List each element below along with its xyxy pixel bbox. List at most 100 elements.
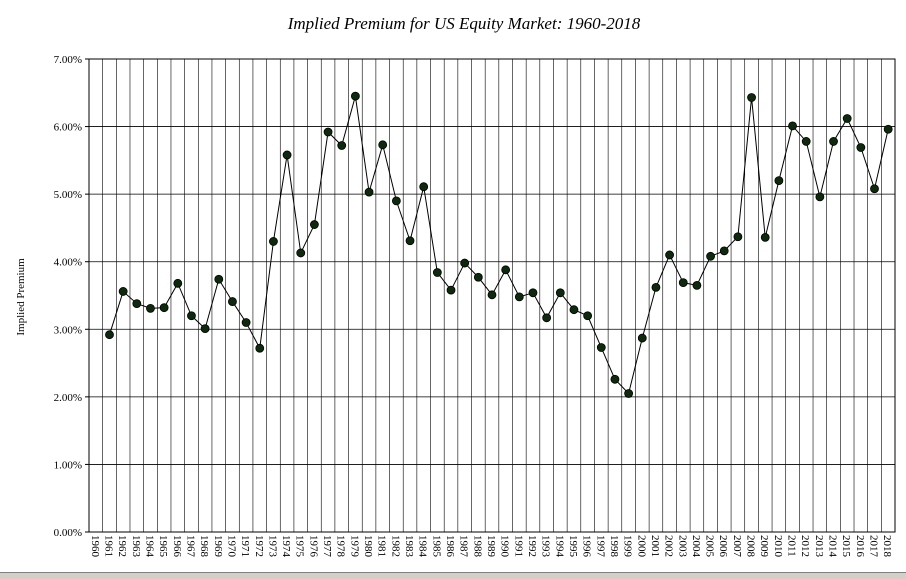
data-point-marker: [200, 324, 210, 334]
x-tick-label: 1989: [485, 535, 497, 558]
x-tick-label: 1991: [512, 535, 524, 557]
data-point-marker: [446, 285, 456, 295]
data-point-marker: [719, 246, 729, 256]
x-tick-label: 1997: [594, 535, 606, 558]
data-point-marker: [555, 288, 565, 298]
data-point-marker: [678, 278, 688, 288]
data-point-marker: [146, 303, 155, 313]
x-tick-label: 1978: [335, 535, 347, 558]
data-point-marker: [214, 274, 224, 284]
data-point-marker: [815, 192, 825, 202]
x-tick-label: 1971: [239, 535, 251, 557]
x-tick-label: 1969: [212, 535, 224, 558]
x-tick-label: 2011: [786, 535, 798, 557]
data-point-marker: [774, 176, 784, 186]
x-tick-label: 2006: [717, 535, 729, 558]
data-point-marker: [460, 258, 470, 268]
data-point-marker: [118, 287, 128, 296]
x-tick-label: 2007: [731, 535, 743, 558]
data-point-marker: [842, 114, 852, 123]
x-tick-label: 1982: [389, 535, 401, 557]
x-tick-label: 1990: [499, 535, 511, 558]
data-point-marker: [856, 143, 866, 152]
x-tick-label: 2017: [868, 535, 880, 558]
data-point-marker: [432, 268, 442, 277]
x-tick-label: 2009: [758, 535, 770, 558]
x-tick-label: 2003: [676, 535, 688, 558]
data-point-marker: [364, 187, 374, 197]
data-point-marker: [473, 272, 483, 282]
data-point-marker: [105, 330, 114, 340]
data-point-marker: [801, 137, 811, 146]
data-point-marker: [487, 290, 497, 300]
data-point-marker: [596, 343, 606, 352]
x-tick-label: 2001: [649, 535, 661, 557]
x-tick-label: 2000: [635, 535, 647, 558]
x-tick-label: 2016: [854, 535, 866, 558]
data-point-marker: [323, 127, 333, 137]
x-tick-label: 1975: [294, 535, 306, 558]
y-tick-label: 4.00%: [54, 257, 82, 269]
data-point-marker: [637, 333, 647, 343]
data-point-marker: [405, 236, 415, 246]
data-point-marker: [419, 182, 429, 192]
x-tick-label: 1998: [608, 535, 620, 558]
chart-title: Implied Premium for US Equity Market: 19…: [287, 14, 641, 33]
x-tick-label: 1992: [526, 535, 538, 557]
x-tick-label: 1979: [348, 535, 360, 558]
data-point-marker: [132, 299, 142, 309]
data-point-marker: [337, 141, 347, 150]
x-tick-label: 1964: [143, 535, 155, 558]
x-tick-label: 1976: [307, 535, 319, 558]
data-point-marker: [760, 232, 770, 242]
x-tick-label: 1977: [321, 535, 333, 558]
x-tick-label: 1962: [116, 535, 128, 557]
x-tick-label: 2015: [840, 535, 852, 558]
x-tick-label: 1967: [184, 535, 196, 558]
y-tick-label: 1.00%: [54, 459, 82, 471]
x-tick-label: 1999: [622, 535, 634, 558]
x-tick-label: 1960: [89, 535, 101, 558]
x-tick-label: 2012: [799, 535, 811, 557]
sheet-tab-bar[interactable]: [0, 572, 906, 579]
data-point-marker: [665, 250, 674, 260]
data-point-marker: [241, 318, 251, 327]
x-tick-label: 1983: [403, 535, 415, 558]
x-tick-label: 1972: [253, 535, 265, 557]
x-tick-label: 1965: [157, 535, 169, 558]
data-point-marker: [159, 303, 169, 313]
x-tick-label: 1987: [458, 535, 470, 558]
grid-lines: [89, 58, 895, 533]
x-tick-label: 2004: [690, 535, 702, 558]
x-tick-label: 2014: [827, 535, 839, 558]
data-point-marker: [829, 137, 838, 146]
x-tick-label: 1995: [567, 535, 579, 558]
data-point-marker: [173, 278, 183, 288]
data-point-marker: [733, 232, 743, 242]
series-polyline: [109, 96, 889, 395]
x-tick-label: 1961: [102, 535, 114, 557]
series-line: [109, 96, 889, 395]
data-point-marker: [747, 93, 756, 102]
x-tick-label: 1980: [362, 535, 374, 558]
x-tick-label: 1973: [266, 535, 278, 558]
x-axis-ticks: 1960 1961 1962 1963 1964 1965 1966 1967 1968 1969…: [89, 535, 893, 558]
data-point-marker: [569, 305, 579, 315]
y-tick-label: 0.00%: [54, 527, 82, 539]
data-point-marker: [583, 311, 593, 321]
y-tick-label: 3.00%: [54, 324, 82, 336]
x-tick-label: 1966: [171, 535, 183, 558]
x-tick-label: 1988: [471, 535, 483, 558]
x-tick-label: 2008: [745, 535, 757, 558]
x-tick-label: 1963: [130, 535, 142, 558]
data-point-marker: [528, 288, 538, 298]
data-point-marker: [610, 374, 620, 384]
x-tick-label: 2002: [663, 535, 675, 557]
y-tick-label: 7.00%: [54, 54, 82, 66]
data-point-marker: [624, 389, 634, 398]
data-point-marker: [651, 282, 661, 292]
data-point-marker: [514, 292, 524, 302]
x-tick-label: 1986: [444, 535, 456, 558]
x-tick-label: 1993: [540, 535, 552, 558]
